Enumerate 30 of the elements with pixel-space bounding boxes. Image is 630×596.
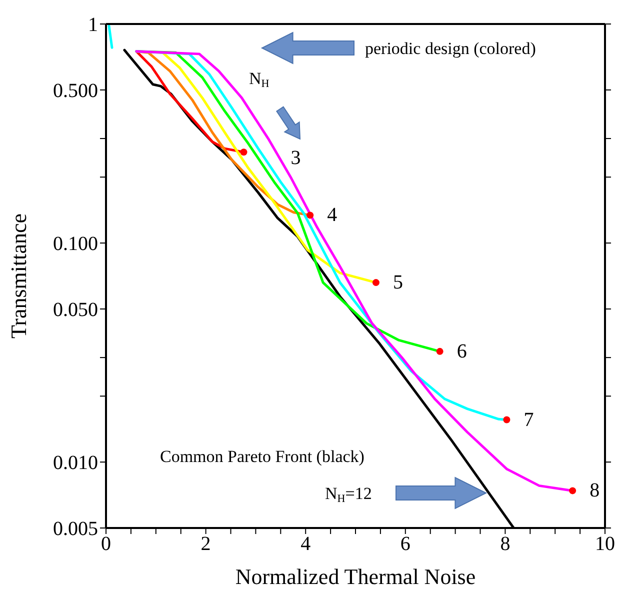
- annotation: 5: [392, 272, 403, 294]
- annotation: N$_{H}$=12: [325, 484, 372, 505]
- x-tick-label: 10: [595, 533, 615, 556]
- x-tick-label: 0: [101, 533, 111, 556]
- annotation: 7: [524, 408, 534, 431]
- point: [436, 348, 444, 355]
- annotation: 6: [456, 340, 467, 362]
- point: [372, 279, 380, 286]
- y-tick-label: 0.500: [53, 80, 98, 102]
- annotation: periodic design (colored): [365, 38, 536, 58]
- x-axis-title: Normalized Thermal Noise: [235, 564, 476, 589]
- x-tick-label: 4: [300, 533, 311, 556]
- annotation: 3: [290, 147, 301, 170]
- annotation: 8: [590, 480, 600, 502]
- y-axis-title: Transmittance: [6, 213, 31, 339]
- annotation: 4: [327, 204, 338, 226]
- y-tick-label: 0.010: [53, 452, 98, 474]
- x-tick-label: 6: [400, 533, 410, 556]
- y-tick-label: 0.005: [53, 518, 98, 540]
- point: [306, 212, 314, 219]
- point: [569, 487, 576, 494]
- x-tick-label: 2: [200, 533, 211, 556]
- annotation: N$_{H}$: [249, 68, 270, 90]
- x-tick-label: 8: [500, 533, 510, 556]
- y-tick-label: 1: [88, 14, 98, 36]
- point: [503, 416, 510, 424]
- y-tick-label: 0.100: [53, 233, 98, 256]
- y-tick-label: 0.050: [53, 299, 98, 322]
- point: [240, 148, 248, 156]
- annotation: Common Pareto Front (black): [160, 446, 364, 466]
